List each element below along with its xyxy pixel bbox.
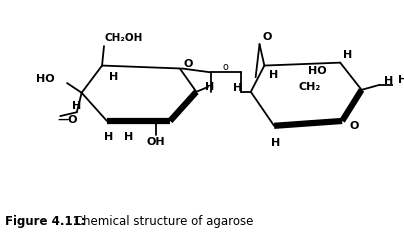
Text: O: O	[184, 59, 193, 69]
Text: H: H	[343, 50, 353, 60]
Text: H: H	[271, 138, 281, 148]
Text: H: H	[109, 72, 118, 82]
Text: HO: HO	[36, 74, 55, 84]
Text: Figure 4.11:: Figure 4.11:	[5, 215, 86, 228]
Text: HO: HO	[307, 66, 326, 76]
Text: H: H	[205, 82, 215, 92]
Text: O: O	[263, 32, 272, 42]
Text: CH₂OH: CH₂OH	[104, 33, 143, 43]
Text: H: H	[104, 131, 114, 141]
Text: CH₂: CH₂	[299, 82, 321, 92]
Text: —O: —O	[58, 115, 78, 125]
Text: o: o	[223, 61, 228, 71]
Text: H: H	[384, 76, 393, 86]
Text: Chemical structure of agarose: Chemical structure of agarose	[71, 215, 253, 228]
Text: H: H	[233, 83, 242, 93]
Text: H: H	[124, 131, 133, 141]
Text: H: H	[398, 75, 404, 85]
Text: OH: OH	[146, 137, 165, 147]
Text: H: H	[269, 70, 279, 80]
Text: O: O	[349, 121, 358, 131]
Text: H: H	[72, 101, 82, 111]
